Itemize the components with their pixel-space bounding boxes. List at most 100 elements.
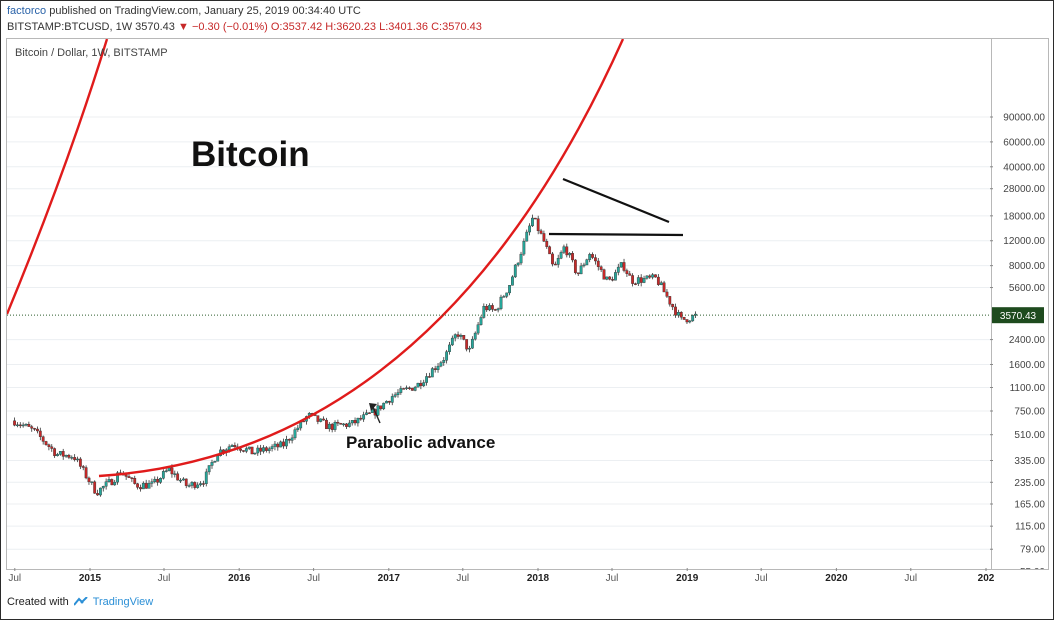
candle-body [345, 423, 348, 427]
candle-body [159, 478, 162, 483]
candle-body [571, 253, 574, 261]
time-tick-label: Jul [904, 573, 917, 584]
candle-body [293, 429, 297, 439]
candle-body [250, 446, 254, 455]
time-tick-label: Jul [158, 573, 171, 584]
arrow-icon [369, 403, 377, 411]
candle-body [190, 482, 194, 486]
arrow-shaft [372, 406, 381, 424]
candle-body [319, 418, 323, 422]
candle-body [619, 262, 623, 268]
time-tick-label: Jul [307, 573, 320, 584]
candle-body [459, 335, 463, 337]
candle-body [147, 483, 151, 489]
candle-body [316, 415, 320, 422]
time-tick-label: Jul [606, 573, 619, 584]
candle-body [339, 423, 343, 425]
candle-body [164, 470, 168, 472]
candle-body [273, 443, 277, 447]
price-change: −0.30 (−0.01%) [191, 21, 268, 33]
down-arrow-icon: ▼ [177, 21, 189, 33]
candle-body [356, 417, 360, 424]
candle-body [488, 305, 491, 311]
candle-body [184, 478, 188, 486]
candle-body [376, 405, 380, 416]
time-tick-label: 2016 [228, 573, 251, 584]
candle-body [173, 473, 177, 475]
candle-body [659, 282, 663, 285]
candle-body [144, 482, 148, 489]
candle-body [605, 276, 609, 280]
candle-body [493, 309, 497, 311]
candle-body [479, 317, 483, 325]
candle-body [573, 259, 577, 273]
candle-body [682, 316, 686, 320]
candle-body [553, 263, 557, 266]
candle-body [508, 285, 511, 294]
candle-body [433, 368, 437, 370]
price-tick-label: 1100.00 [1010, 383, 1046, 394]
candle-body [439, 362, 443, 367]
candle-body [611, 279, 614, 281]
price-tick-label: 1600.00 [1009, 360, 1046, 371]
time-axis[interactable]: Jul 2015 Jul 2016 Jul 2017 Jul 2018 Jul 2019 Jul 20… [6, 568, 1048, 585]
candle-body [410, 387, 414, 391]
candle-body [502, 296, 506, 298]
candle-body [628, 273, 632, 276]
candle-body [30, 426, 34, 429]
candle-body [230, 445, 234, 447]
candle-body [536, 218, 540, 232]
candle-body [325, 419, 328, 430]
author-link[interactable]: factorco [7, 5, 47, 17]
candle-body [499, 296, 503, 309]
candle-body [73, 457, 77, 460]
candle-body [181, 478, 185, 481]
chart-title: Bitcoin / Dollar, 1W, BITSTAMP [15, 47, 168, 59]
ohlc-values: O:3537.42 H:3620.23 L:3401.36 C:3570.43 [270, 21, 482, 33]
last-price-label: 3570.43 [1000, 311, 1037, 322]
candle-body [419, 382, 423, 387]
time-tick-label: Jul [755, 573, 768, 584]
annotation-bitcoin: Bitcoin [191, 135, 310, 174]
candle-body [511, 276, 514, 286]
candle-body [150, 481, 154, 484]
candle-body [399, 388, 403, 393]
candle-body [496, 308, 500, 311]
candle-body [27, 423, 31, 427]
candle-body [350, 420, 354, 424]
candle-body [516, 262, 520, 266]
price-axis[interactable]: 90000.00 60000.00 40000.00 28000.00 18000.00… [990, 38, 1049, 578]
candle-body [528, 225, 531, 233]
candle-body [674, 306, 677, 316]
chart-pane[interactable]: Bitcoin / Dollar, 1W, BITSTAMP Bitcoin Par… [6, 38, 992, 570]
candle-body [213, 461, 217, 463]
candle-body [127, 476, 131, 479]
candle-body [136, 483, 139, 488]
candle-body [13, 420, 16, 426]
candle-body [247, 446, 251, 449]
candle-body [568, 253, 572, 256]
candle-body [428, 376, 431, 378]
candle-body [53, 448, 57, 457]
candle-body [176, 473, 180, 481]
candle-body [156, 478, 160, 483]
candle-body [290, 437, 294, 441]
tradingview-brand[interactable]: TradingView [92, 596, 154, 608]
candle-body [333, 421, 337, 430]
candle-body [636, 277, 640, 284]
candle-body [542, 233, 546, 242]
candle-body [244, 448, 248, 452]
footer: Created with TradingView [7, 596, 153, 608]
candle-body [110, 479, 114, 486]
candle-body [193, 482, 197, 488]
candle-body [204, 471, 208, 485]
candle-body [656, 276, 660, 285]
candle-body [445, 351, 449, 361]
candle-body [279, 441, 283, 448]
price-tick-label: 2400.00 [1009, 335, 1046, 346]
candle-body [67, 454, 71, 458]
candle-body [468, 347, 471, 350]
candle-body [422, 382, 426, 387]
candle-body [576, 272, 580, 275]
candle-body [264, 447, 268, 451]
